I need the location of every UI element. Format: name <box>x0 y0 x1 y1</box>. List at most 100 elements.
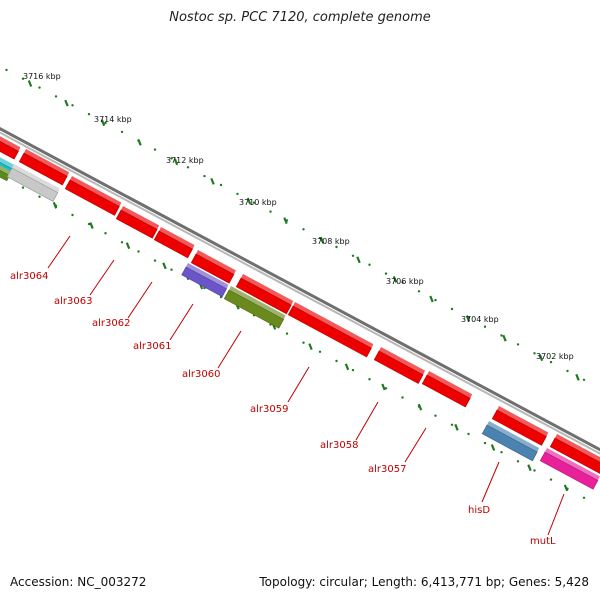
gene-alr3064 <box>18 149 70 186</box>
scale-dot <box>252 201 256 204</box>
leader-line <box>481 461 500 503</box>
scale-tick <box>465 315 471 323</box>
scale-tick <box>490 444 496 451</box>
gene-label: alr3058 <box>320 440 358 451</box>
gene-magenta <box>539 448 600 490</box>
gene-alr3058 <box>373 347 426 384</box>
inner-dot <box>335 359 338 363</box>
gene-label: alr3059 <box>250 404 288 415</box>
scale-tick <box>527 464 532 472</box>
scale-tick <box>89 222 94 229</box>
gene-next <box>549 434 600 474</box>
scale-dot <box>549 360 553 364</box>
inner-dot <box>285 332 289 335</box>
inner-dot <box>302 341 305 344</box>
scale-tick <box>381 383 386 391</box>
scale-tick <box>173 158 179 166</box>
inner-dot <box>318 350 322 353</box>
scale-dot <box>71 104 74 107</box>
inner-dot <box>104 232 107 235</box>
gene-features <box>0 136 600 490</box>
scale-dot <box>417 290 421 293</box>
gene-alr3060b <box>190 250 236 284</box>
scale-tick <box>125 242 131 250</box>
inner-dot <box>368 378 371 381</box>
scale-dot <box>153 148 157 151</box>
scale-label: 3702 kbp <box>536 352 574 361</box>
map-title: Nostoc sp. PCC 7120, complete genome <box>169 10 431 25</box>
gene-label: alr3063 <box>54 296 92 307</box>
scale-label: 3708 kbp <box>312 237 350 246</box>
inner-dot <box>120 241 124 244</box>
scale-tick <box>417 403 423 411</box>
scale-dot <box>38 86 41 89</box>
inner-dot <box>467 432 470 436</box>
scale-tick <box>538 354 544 362</box>
inner-dot <box>533 469 536 472</box>
scale-label: 3716 kbp <box>23 72 61 81</box>
scale-dot <box>236 192 239 196</box>
gene-label: alr3062 <box>92 318 130 329</box>
topology-text: Topology: circular; Length: 6,413,771 bp… <box>259 575 589 589</box>
scale-dot <box>104 121 107 125</box>
scale-tick <box>563 484 569 492</box>
scale-tick <box>319 236 325 244</box>
gene-alr3057 <box>421 371 473 408</box>
scale-dot <box>450 307 454 311</box>
inner-dot <box>21 186 25 189</box>
scale-label: 3714 kbp <box>94 115 132 124</box>
scale-dot <box>54 95 58 98</box>
scale-dot <box>87 113 91 116</box>
scale-tick <box>356 256 361 264</box>
leader-line <box>89 259 115 296</box>
gene-label: hisD <box>468 505 490 516</box>
scale-dot <box>269 210 272 213</box>
scale-dot <box>500 334 503 337</box>
leader-line <box>217 330 242 369</box>
leader-line <box>47 235 71 269</box>
inner-dot <box>450 423 454 426</box>
scale-dot <box>401 281 404 284</box>
accession-text: Accession: NC_003272 <box>10 575 147 589</box>
gene-alr3062 <box>115 206 160 239</box>
scale-dot <box>219 183 223 187</box>
scale-label: 3712 kbp <box>166 156 204 165</box>
gene-alr3061 <box>153 227 195 259</box>
scale-dot <box>120 130 124 134</box>
scale-dot <box>368 263 371 266</box>
inner-dot <box>71 213 74 217</box>
scale-dot <box>302 228 305 231</box>
scale-dot <box>203 174 206 178</box>
scale-dot <box>582 378 586 381</box>
gene-label: alr3057 <box>368 464 406 475</box>
gene-alr3063 <box>64 176 122 216</box>
inner-dot <box>582 496 586 499</box>
leader-line <box>287 366 310 403</box>
scale-dot <box>170 157 173 160</box>
scale-tick <box>100 119 106 127</box>
inner-dot <box>516 460 520 463</box>
inner-dot <box>170 268 173 271</box>
gene-label: alr3060 <box>182 369 220 380</box>
scale-dot <box>351 254 355 257</box>
scale-tick <box>575 373 580 381</box>
scale-tick <box>454 423 459 431</box>
inner-dot <box>153 259 157 262</box>
gene-purple <box>181 263 229 298</box>
leader-line <box>355 401 379 441</box>
leader-line <box>547 493 565 536</box>
label-leaders <box>47 235 565 536</box>
inner-dot <box>401 396 404 399</box>
backbone-line-light <box>0 131 600 455</box>
gene-hisD <box>491 406 549 446</box>
inner-dot <box>434 414 437 417</box>
scale-tick <box>392 275 398 283</box>
backbone <box>0 126 600 455</box>
gene-green-small <box>0 165 12 182</box>
scale-tick <box>64 99 69 107</box>
gene-alr3059 <box>287 302 374 358</box>
scale-dot <box>384 272 388 275</box>
scale-dot <box>516 343 520 346</box>
